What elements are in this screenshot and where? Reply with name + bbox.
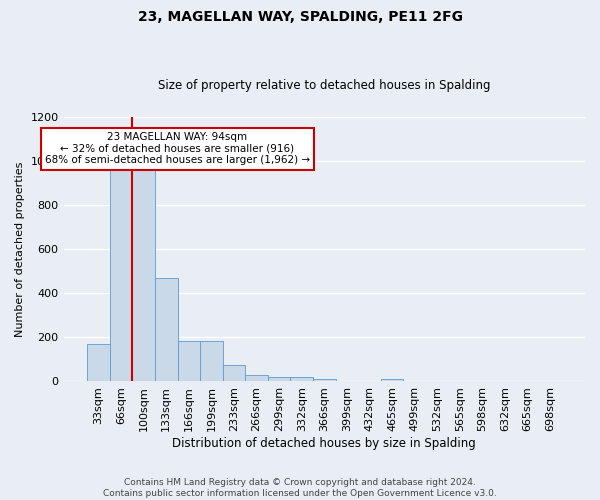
Bar (381, 379, 403, 382)
Bar (87, 344, 110, 382)
Bar (200, 341, 223, 382)
Y-axis label: Number of detached properties: Number of detached properties (15, 162, 25, 337)
Bar (245, 375, 268, 382)
Bar (313, 379, 335, 382)
Bar (268, 376, 290, 382)
Bar (110, 168, 133, 382)
Text: Contains HM Land Registry data © Crown copyright and database right 2024.
Contai: Contains HM Land Registry data © Crown c… (103, 478, 497, 498)
Bar (290, 377, 313, 382)
Bar (223, 365, 245, 382)
Title: Size of property relative to detached houses in Spalding: Size of property relative to detached ho… (158, 79, 491, 92)
X-axis label: Distribution of detached houses by size in Spalding: Distribution of detached houses by size … (172, 437, 476, 450)
Text: 23 MAGELLAN WAY: 94sqm
← 32% of detached houses are smaller (916)
68% of semi-de: 23 MAGELLAN WAY: 94sqm ← 32% of detached… (45, 132, 310, 166)
Bar (178, 340, 200, 382)
Bar (155, 278, 178, 382)
Text: 23, MAGELLAN WAY, SPALDING, PE11 2FG: 23, MAGELLAN WAY, SPALDING, PE11 2FG (137, 10, 463, 24)
Bar (133, 162, 155, 382)
